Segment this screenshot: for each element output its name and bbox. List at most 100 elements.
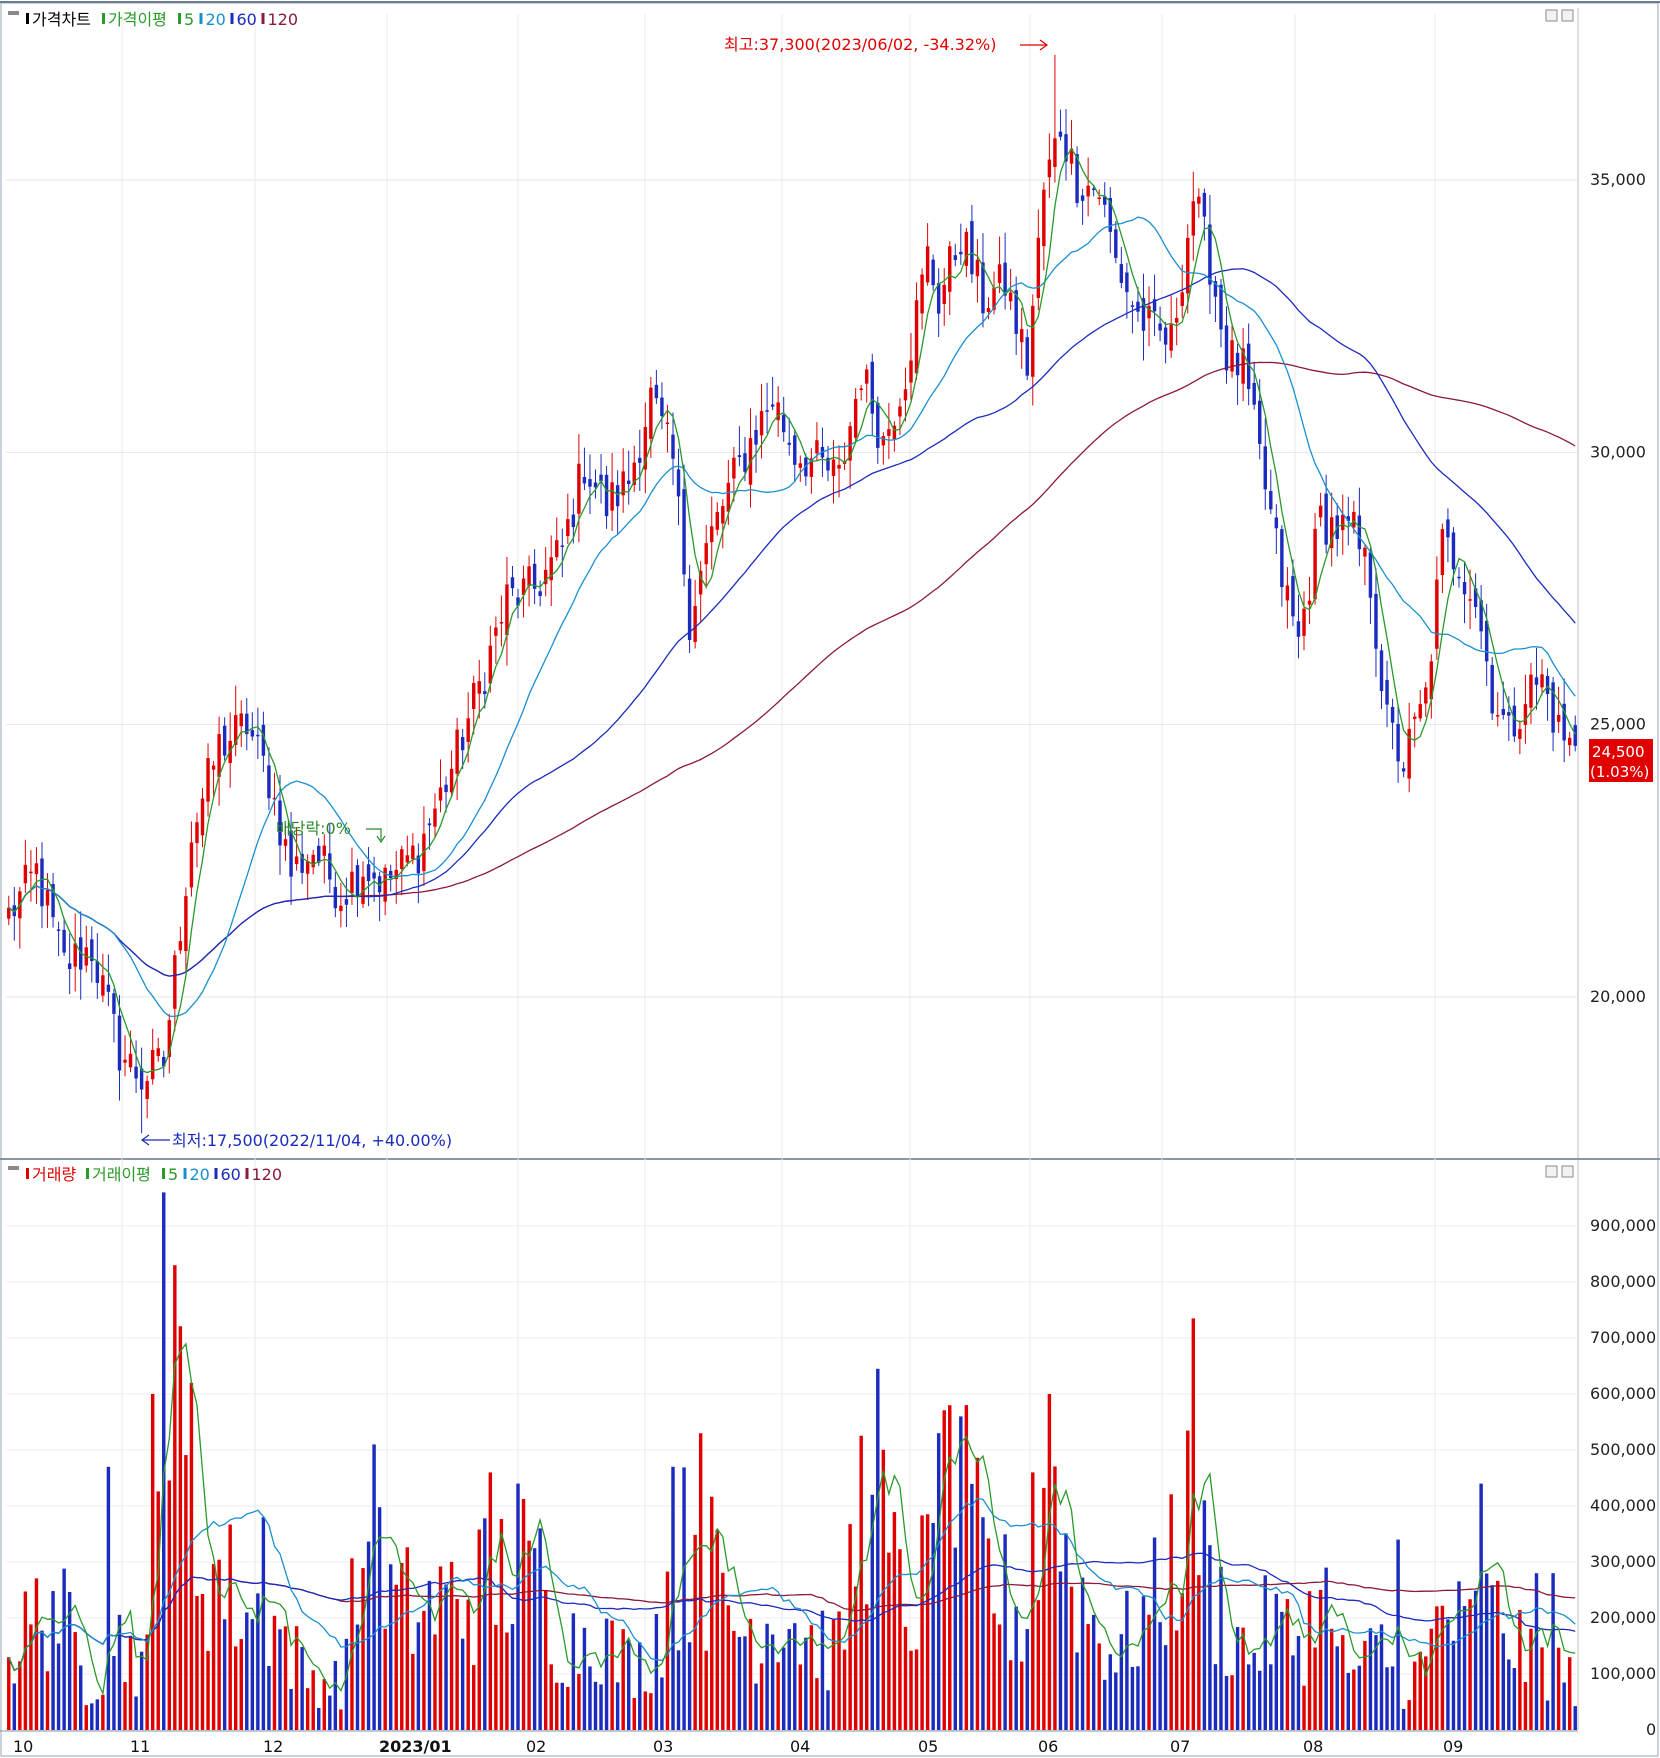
volume-bar — [18, 1661, 22, 1730]
volume-bar — [715, 1529, 719, 1730]
candle-body — [970, 221, 974, 275]
volume-bar — [1567, 1657, 1572, 1730]
candle-body — [1501, 708, 1505, 715]
volume-bar — [51, 1591, 55, 1730]
candle-body — [737, 455, 742, 458]
candle — [56, 921, 61, 957]
candle — [887, 402, 891, 459]
volume-bar — [1008, 1660, 1013, 1730]
candle — [1302, 591, 1306, 651]
candle-body — [167, 1020, 172, 1057]
candle-body — [538, 591, 542, 597]
candle-body — [914, 300, 919, 374]
dividend-annotation: 배당락:0% — [276, 819, 386, 844]
candle — [294, 827, 299, 871]
volume-bar — [615, 1682, 620, 1730]
volume-bar — [848, 1524, 852, 1730]
candle-body — [925, 246, 930, 283]
candle — [516, 588, 520, 619]
candle — [206, 743, 210, 817]
volume-bar — [466, 1599, 470, 1730]
volume-bar — [228, 1524, 232, 1730]
volume-bar — [1186, 1430, 1190, 1730]
candle-body — [1174, 317, 1179, 323]
volume-bar — [117, 1614, 122, 1730]
candle-body — [233, 715, 238, 745]
candle-body — [726, 482, 731, 512]
volume-bar — [361, 1568, 365, 1730]
candle — [1313, 513, 1317, 605]
current-price-label: 24,500 — [1592, 743, 1645, 761]
candle-body — [543, 569, 548, 585]
candle-body — [1246, 343, 1251, 390]
volume-tick-label: 700,000 — [1590, 1328, 1656, 1347]
volume-bar — [128, 1635, 133, 1730]
legend-label: 가격차트 — [32, 10, 91, 29]
candle-body — [1136, 301, 1140, 312]
candle-body — [34, 863, 39, 875]
candle — [1058, 109, 1063, 141]
volume-bar — [687, 1642, 692, 1730]
candle-body — [245, 713, 249, 735]
candle — [1141, 273, 1146, 361]
volume-bar — [510, 1624, 515, 1730]
candle-body — [903, 389, 908, 401]
candle-body — [953, 255, 958, 260]
candle — [289, 811, 293, 905]
volume-bar — [1224, 1676, 1229, 1730]
candle-body — [1019, 329, 1024, 343]
candle — [400, 845, 404, 896]
volume-tick-label: 900,000 — [1590, 1216, 1656, 1235]
volume-bar — [865, 1604, 869, 1730]
volume-bar — [1496, 1580, 1500, 1730]
volume-bar — [29, 1624, 33, 1730]
volume-bar — [7, 1657, 11, 1730]
volume-bar — [1285, 1599, 1290, 1730]
volume-tick-label: 200,000 — [1590, 1608, 1656, 1627]
candle-body — [1523, 704, 1528, 725]
candle-body — [831, 459, 836, 477]
candle — [139, 1047, 144, 1134]
candle-body — [1130, 305, 1135, 307]
candle-body — [898, 406, 902, 417]
volume-bar — [150, 1394, 155, 1730]
candle — [997, 236, 1002, 294]
candle-body — [1197, 196, 1201, 204]
volume-ma-60-line — [8, 1552, 1576, 1672]
volume-bar — [604, 1618, 609, 1730]
volume-bar — [34, 1578, 39, 1730]
candle — [145, 1075, 149, 1119]
candle — [1407, 702, 1411, 793]
candle-body — [1418, 704, 1422, 719]
candle-body — [959, 251, 963, 255]
candle — [770, 376, 775, 411]
candle-body — [1235, 352, 1240, 376]
candle-body — [438, 787, 443, 801]
candle-body — [483, 691, 487, 695]
candle — [505, 556, 509, 666]
volume-bar — [1490, 1585, 1494, 1730]
candle — [931, 254, 935, 291]
volume-bar — [1352, 1669, 1356, 1730]
legend-label: 60 — [221, 1165, 241, 1184]
candle-body — [217, 734, 221, 777]
candle-body — [743, 453, 747, 472]
candle — [1280, 525, 1284, 607]
candle — [344, 877, 349, 927]
candle — [106, 954, 111, 1007]
x-tick-label: 08 — [1303, 1737, 1323, 1756]
volume-bar — [305, 1688, 310, 1730]
candle — [826, 445, 830, 482]
candle-body — [759, 411, 764, 436]
candle — [1368, 548, 1373, 625]
candle — [178, 926, 183, 954]
candle-body — [992, 287, 996, 310]
candle-body — [876, 402, 880, 448]
volume-tick-label: 400,000 — [1590, 1496, 1656, 1515]
volume-bar — [134, 1696, 138, 1730]
volume-bar — [67, 1592, 72, 1730]
candle-body — [865, 369, 869, 384]
candle-body — [1053, 138, 1057, 167]
x-tick-label: 12 — [263, 1737, 283, 1756]
